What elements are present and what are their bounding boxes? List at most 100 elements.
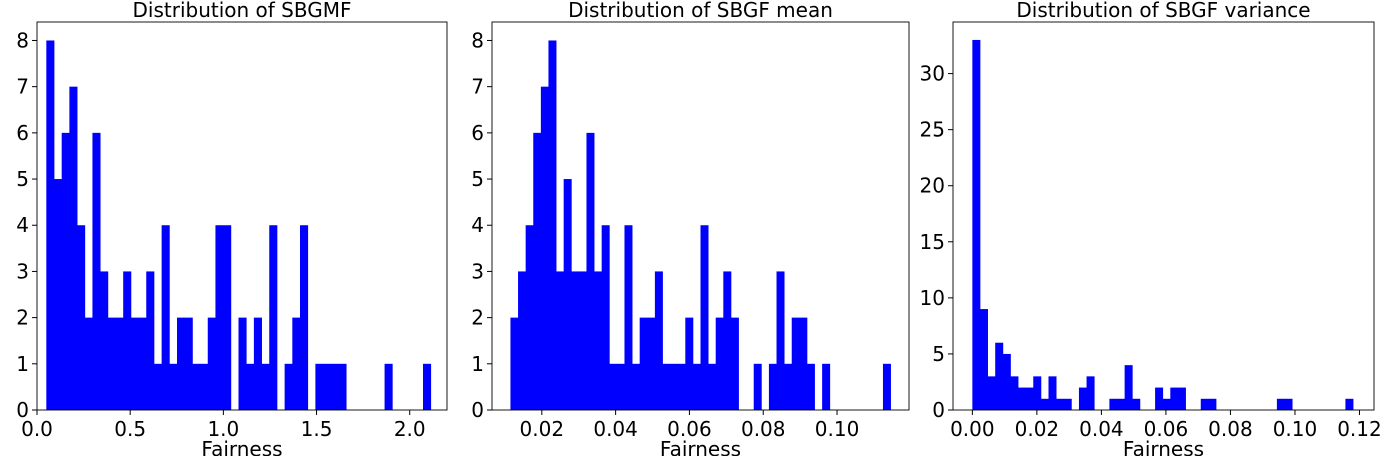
histogram-bar	[223, 225, 232, 410]
histogram-bar	[1056, 398, 1065, 410]
histogram-bar	[518, 271, 527, 410]
histogram-bar	[330, 363, 339, 410]
panel-sbgf-variance: Distribution of SBGF variance 0.00 0.02 0.0…	[920, 0, 1382, 456]
histogram-bar	[1124, 365, 1133, 410]
y-tick-label: 30	[920, 62, 945, 86]
x-axis-label: Fairness	[660, 437, 741, 456]
histogram-bar	[323, 363, 332, 410]
histogram-bar	[1276, 398, 1285, 410]
plot-frame	[952, 21, 1375, 411]
histogram-bar	[84, 317, 93, 410]
histogram-bar	[153, 363, 163, 410]
histogram-bar	[1002, 353, 1011, 410]
histogram-bar	[556, 271, 565, 410]
histogram-bar	[1025, 387, 1034, 410]
y-tick-label: 5	[932, 342, 945, 366]
y-tick-label: 5	[16, 167, 29, 191]
x-tick-label: 0.06	[1144, 417, 1189, 441]
histogram-bar	[215, 225, 224, 410]
histogram-bars	[46, 40, 432, 411]
histogram-bar	[100, 271, 109, 410]
y-tick-label: 4	[471, 213, 484, 237]
y-tick-label: 6	[16, 121, 29, 145]
histogram-bar	[161, 225, 170, 410]
x-tick-label: 0.04	[593, 417, 638, 441]
histogram-bar	[423, 363, 432, 410]
y-axis: 0 5 10 15 20 25 30	[920, 62, 953, 422]
x-tick-label: 0.02	[1015, 417, 1060, 441]
histogram-bar	[1018, 387, 1027, 410]
histogram-bar	[882, 363, 891, 410]
y-tick-label: 6	[471, 121, 484, 145]
chart-title: Distribution of SBGMF	[133, 0, 352, 22]
histogram-bar	[700, 225, 709, 410]
histogram-bar	[776, 271, 785, 410]
y-tick-label: 5	[471, 167, 484, 191]
histogram-bar	[1177, 387, 1186, 410]
histogram-bar	[1063, 398, 1072, 410]
histogram-bar	[1086, 376, 1095, 410]
histogram-bar	[510, 317, 519, 410]
x-tick-label: 0.10	[815, 417, 860, 441]
histogram-bar	[1155, 387, 1164, 410]
histogram-bar	[639, 317, 648, 410]
y-tick-label: 10	[920, 286, 945, 310]
histogram-bar	[1040, 398, 1049, 410]
histogram-bar	[138, 317, 147, 410]
histogram-bar	[130, 317, 139, 410]
histogram-bar	[253, 317, 262, 410]
x-axis-label: Fairness	[201, 437, 282, 456]
histogram-bar	[799, 317, 808, 410]
histogram-bar	[578, 271, 587, 410]
y-tick-label: 0	[932, 398, 945, 422]
histogram-bar	[972, 39, 981, 410]
chart-title: Distribution of SBGF variance	[1016, 0, 1310, 22]
histogram-bar	[107, 317, 116, 410]
x-tick-label: 0.06	[667, 417, 712, 441]
x-tick-label: 1.0	[207, 417, 239, 441]
histogram-bar	[292, 317, 301, 410]
plot-frame	[36, 21, 448, 411]
histogram-bar	[115, 317, 124, 410]
y-tick-label: 2	[471, 306, 484, 330]
histogram-bar	[723, 271, 732, 410]
y-tick-label: 25	[920, 118, 945, 142]
y-tick-label: 2	[16, 306, 29, 330]
x-tick-label: 0.00	[950, 417, 995, 441]
x-axis-label: Fairness	[1123, 437, 1204, 456]
histogram-bar	[261, 363, 270, 410]
histogram-bar	[246, 363, 255, 410]
histogram-bar	[123, 271, 132, 410]
histogram-bar	[384, 363, 393, 410]
histogram-bar	[1010, 376, 1019, 410]
histogram-bar	[146, 271, 155, 410]
y-tick-label: 3	[471, 259, 484, 283]
histogram-bar	[822, 363, 831, 410]
histogram-bar	[784, 363, 793, 410]
histogram-bar	[692, 363, 701, 410]
histogram-bar	[1200, 398, 1209, 410]
x-axis: 0.02 0.04 0.06 0.08 0.10	[520, 410, 860, 441]
histogram-bar	[200, 363, 209, 410]
chart-title: Distribution of SBGF mean	[568, 0, 833, 22]
x-tick-label: 0.08	[1208, 417, 1253, 441]
y-tick-label: 20	[920, 174, 945, 198]
y-tick-label: 0	[471, 398, 484, 422]
x-tick-label: 0.0	[21, 417, 53, 441]
x-tick-label: 0.5	[114, 417, 146, 441]
histogram-bar	[715, 317, 724, 410]
histogram-bar	[768, 363, 777, 410]
histogram-bar	[1162, 398, 1171, 410]
histogram-bar	[338, 363, 347, 410]
histogram-bar	[1109, 398, 1118, 410]
histogram-bar	[1078, 387, 1087, 410]
y-axis: 0 1 2 3 4 5 6 7 8	[16, 28, 37, 422]
y-axis: 0 1 2 3 4 5 6 7 8	[471, 28, 492, 422]
histogram-bar	[654, 271, 663, 410]
y-tick-label: 7	[16, 75, 29, 99]
histogram-bar	[806, 363, 815, 410]
x-axis: 0.00 0.02 0.04 0.06 0.08 0.10 0.12	[950, 410, 1382, 441]
x-tick-label: 0.02	[520, 417, 565, 441]
histogram-bar	[601, 225, 610, 410]
histogram-bar	[77, 225, 86, 410]
